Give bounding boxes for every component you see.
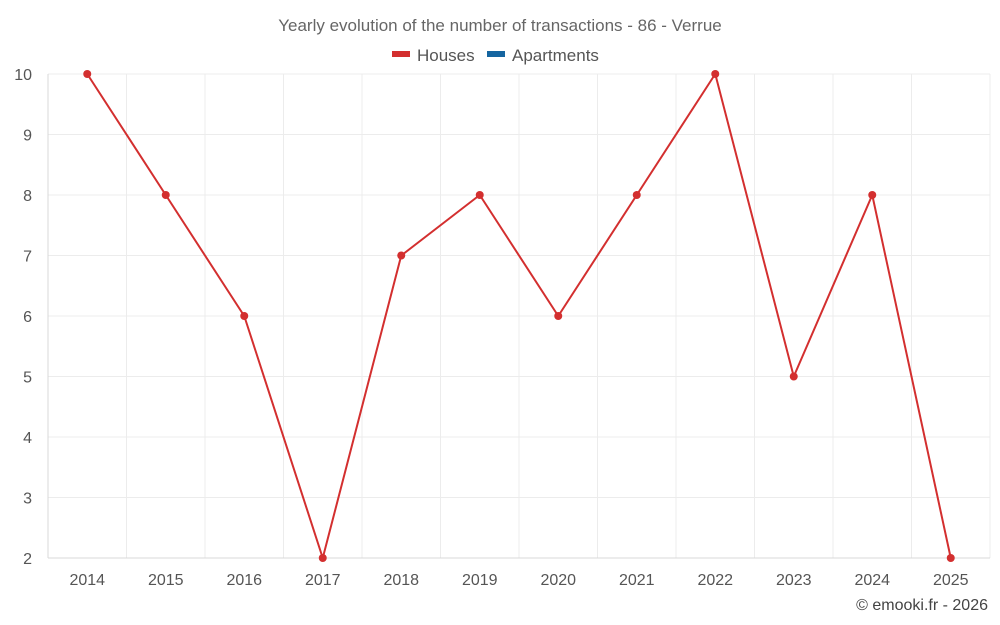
grid (47, 73, 991, 559)
y-tick-label: 3 (23, 491, 32, 508)
data-point-houses-2024[interactable] (868, 191, 877, 199)
legend-label-apartments: Apartments (512, 46, 599, 65)
y-tick-label: 6 (23, 309, 32, 326)
x-tick-label: 2025 (933, 572, 969, 589)
data-point-houses-2019[interactable] (475, 191, 484, 199)
x-tick-label: 2019 (462, 572, 498, 589)
legend-item-apartments[interactable]: Apartments (487, 46, 599, 65)
y-tick-label: 4 (23, 430, 32, 447)
y-tick-label: 8 (23, 188, 32, 205)
credit-text: © emooki.fr - 2026 (856, 597, 988, 614)
data-point-houses-2021[interactable] (632, 191, 641, 199)
x-tick-label: 2023 (776, 572, 812, 589)
legend-swatch-houses (392, 51, 410, 57)
data-point-houses-2018[interactable] (397, 251, 406, 260)
data-point-houses-2022[interactable] (711, 70, 720, 78)
data-point-houses-2015[interactable] (161, 191, 170, 199)
x-tick-label: 2022 (697, 572, 733, 589)
x-tick-label: 2020 (540, 572, 576, 589)
x-tick-label: 2014 (69, 572, 105, 589)
x-tick-label: 2016 (226, 572, 262, 589)
data-point-houses-2014[interactable] (83, 70, 92, 78)
data-point-houses-2017[interactable] (318, 554, 327, 562)
y-tick-label: 7 (23, 249, 32, 266)
series-line-houses (86, 73, 952, 559)
data-point-houses-2025[interactable] (946, 554, 955, 562)
x-tick-label: 2018 (383, 572, 419, 589)
y-tick-label: 2 (23, 551, 32, 568)
x-tick-label: 2024 (854, 572, 890, 589)
data-point-houses-2023[interactable] (789, 372, 798, 381)
legend: Houses Apartments (392, 46, 599, 65)
x-tick-label: 2017 (305, 572, 341, 589)
x-axis: 2014 2015 2016 2017 2018 2019 2020 2021 2022 2023… (48, 557, 990, 589)
y-tick-label: 10 (14, 67, 32, 84)
y-tick-label: 5 (23, 370, 32, 387)
legend-label-houses: Houses (417, 46, 475, 65)
y-tick-label: 9 (23, 128, 32, 145)
y-axis: 2 3 4 5 6 7 8 9 10 (14, 67, 49, 568)
legend-item-houses[interactable]: Houses (392, 46, 475, 65)
data-point-houses-2020[interactable] (554, 312, 563, 320)
data-point-houses-2016[interactable] (240, 312, 249, 320)
legend-swatch-apartments (487, 51, 505, 57)
series-layer (83, 70, 955, 562)
x-tick-label: 2021 (619, 572, 655, 589)
x-tick-label: 2015 (148, 572, 184, 589)
chart-title: Yearly evolution of the number of transa… (278, 16, 722, 35)
